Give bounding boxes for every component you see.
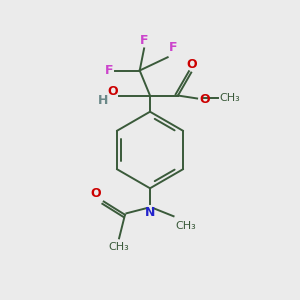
Text: F: F	[105, 64, 113, 77]
Text: F: F	[140, 34, 148, 47]
Text: N: N	[145, 206, 155, 219]
Text: F: F	[169, 41, 178, 54]
Text: H: H	[98, 94, 108, 107]
Text: O: O	[200, 93, 210, 106]
Text: CH₃: CH₃	[219, 94, 240, 103]
Text: CH₃: CH₃	[109, 242, 130, 252]
Text: O: O	[107, 85, 118, 98]
Text: O: O	[91, 187, 101, 200]
Text: O: O	[187, 58, 197, 71]
Text: CH₃: CH₃	[176, 221, 197, 231]
